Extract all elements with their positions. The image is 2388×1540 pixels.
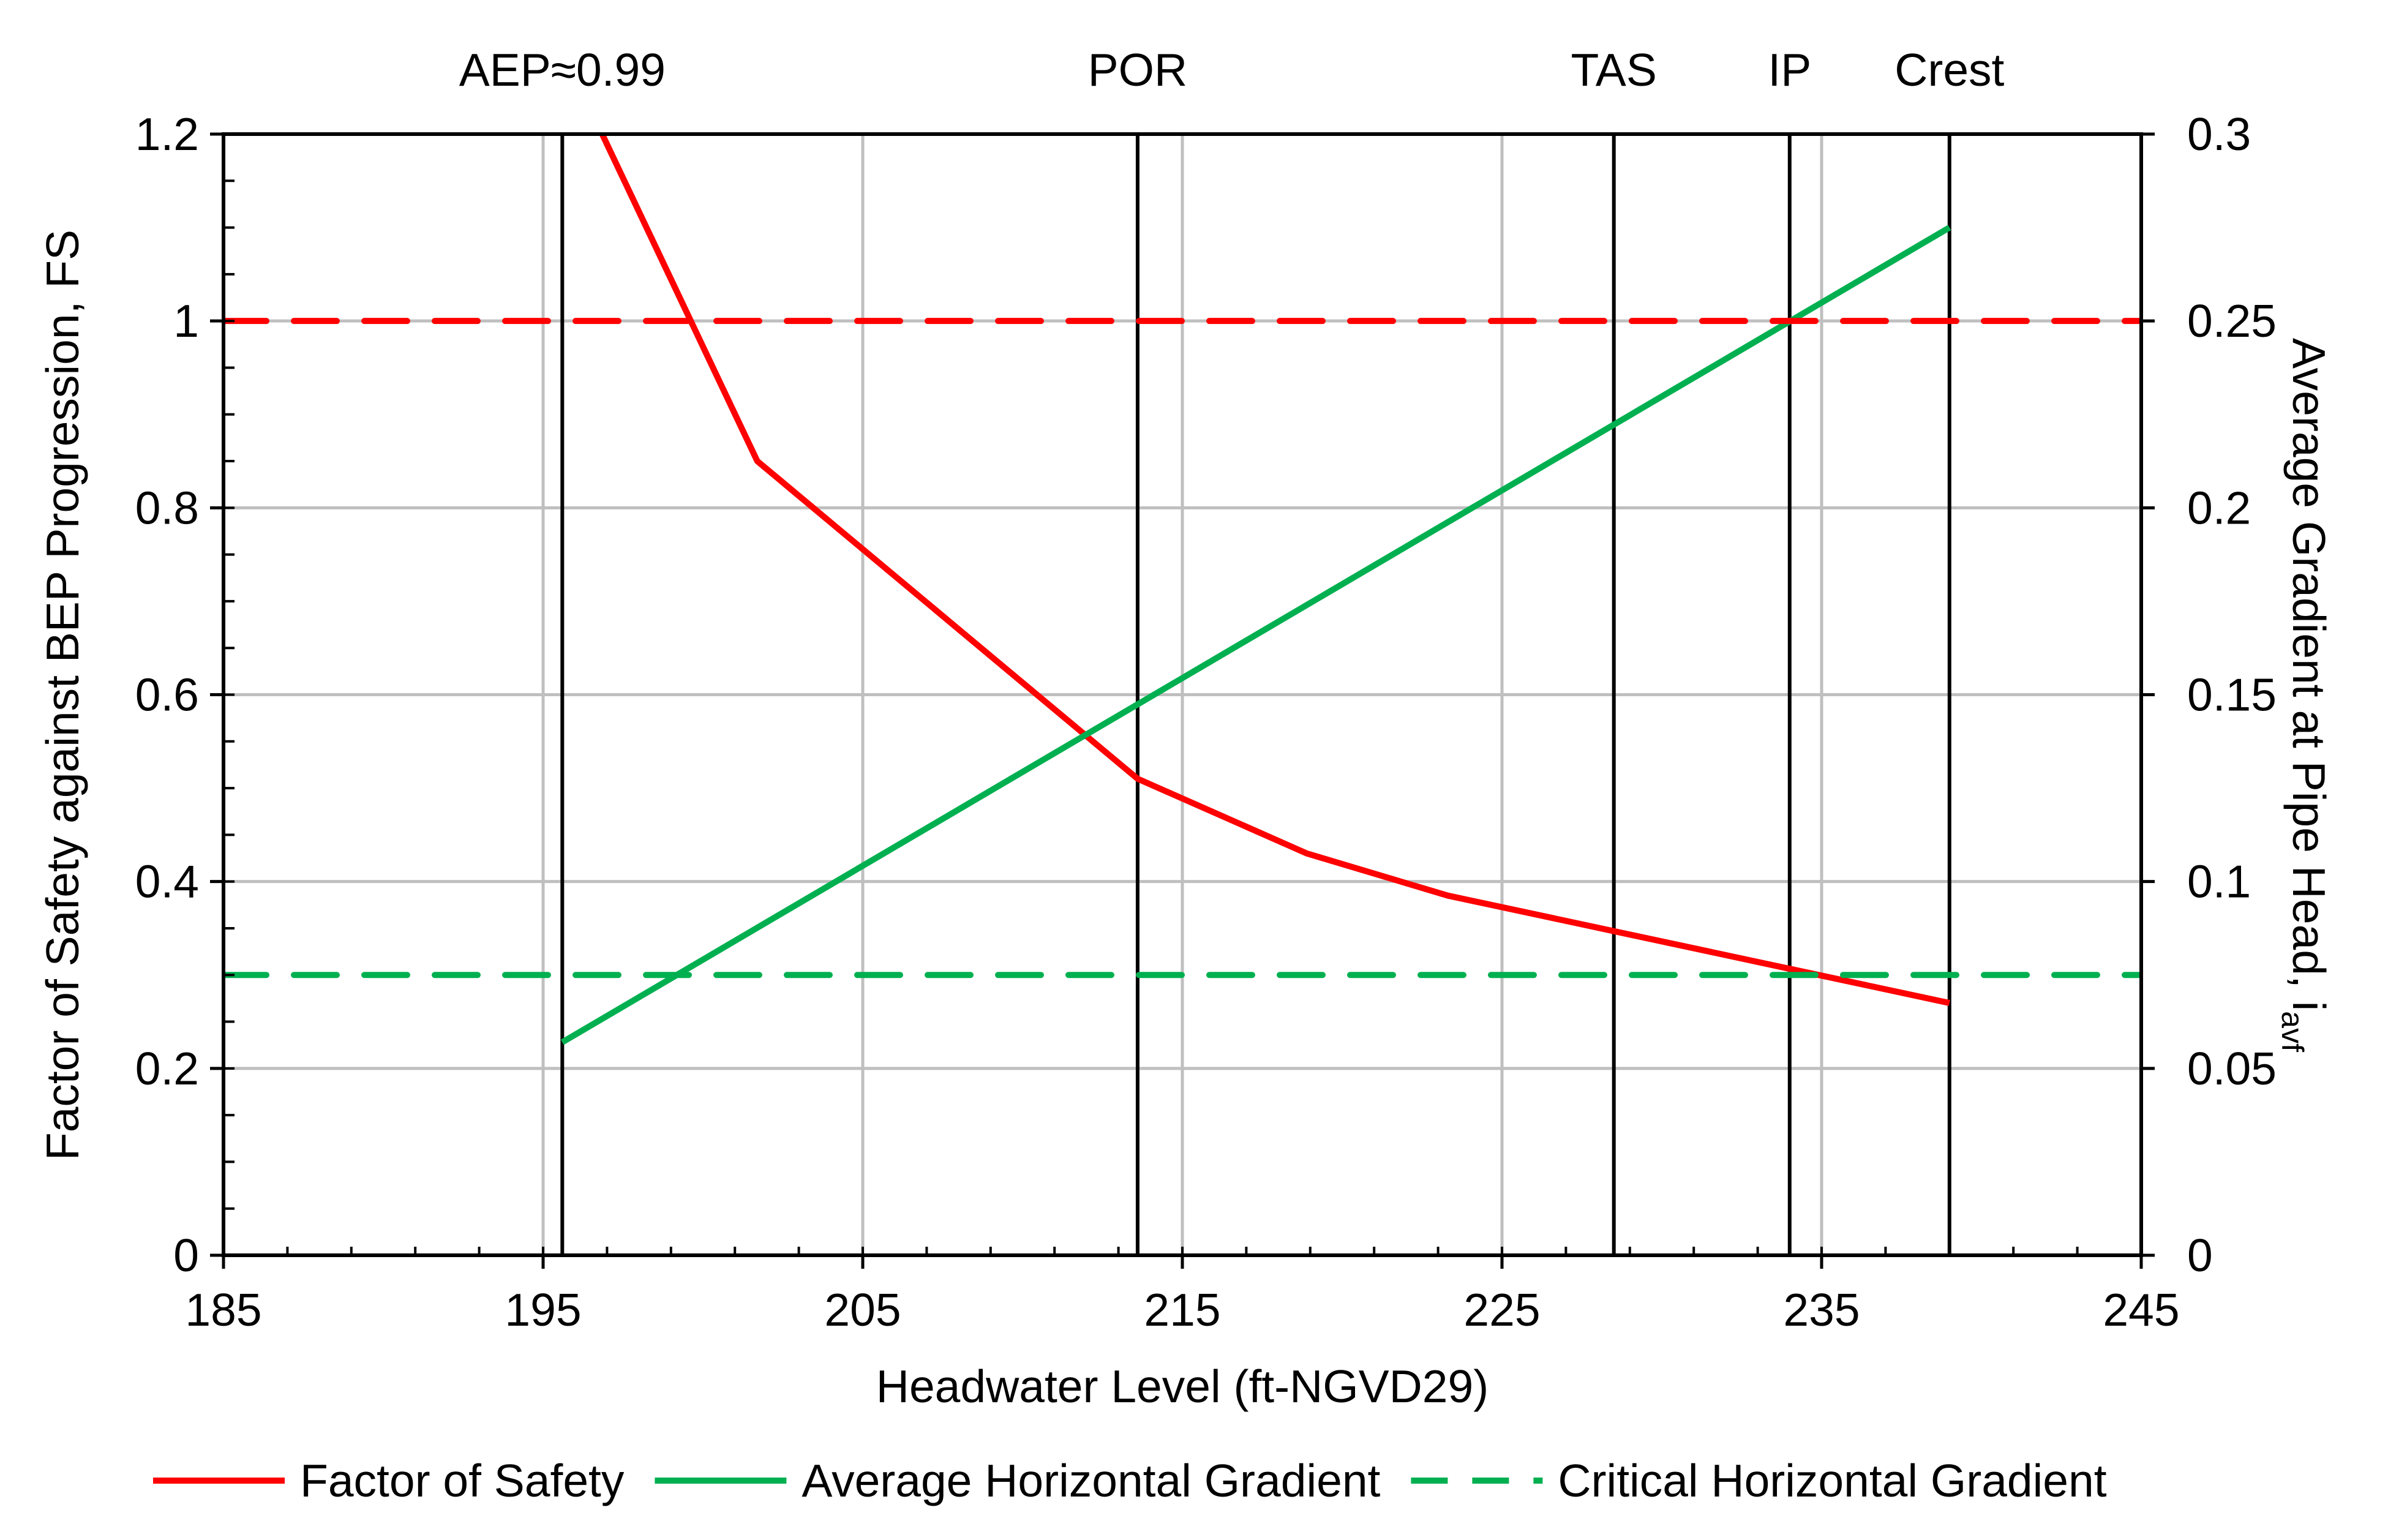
series — [223, 134, 2141, 1045]
legend-label: Average Horizontal Gradient — [802, 1455, 1380, 1506]
x-tick-label: 205 — [824, 1284, 901, 1335]
reference-line-label: POR — [1088, 44, 1188, 96]
x-tick-label: 235 — [1783, 1284, 1860, 1335]
x-tick-label: 215 — [1144, 1284, 1220, 1335]
x-tick-label: 245 — [2103, 1284, 2179, 1335]
y-tick-label: 0.6 — [135, 669, 199, 721]
series-line — [560, 225, 1951, 1045]
grid — [222, 132, 2143, 1257]
x-tick-label: 195 — [505, 1284, 581, 1335]
series-line — [598, 134, 1950, 1006]
reference-line-label: AEP≈0.99 — [459, 44, 666, 96]
legend: Factor of Safety Average Horizontal Gradi… — [153, 1455, 2107, 1506]
reference-line-label: IP — [1768, 44, 1811, 96]
y-tick-label: 1 — [173, 295, 199, 347]
y2-tick-label: 0 — [2187, 1230, 2213, 1281]
y-tick-label: 0.2 — [135, 1043, 199, 1094]
x-axis-label: Headwater Level (ft-NGVD29) — [876, 1361, 1489, 1412]
y-axis-label: Factor of Safety against BEP Progression… — [37, 230, 88, 1160]
y2-tick-label: 0.05 — [2187, 1043, 2277, 1094]
reference-line-label: TAS — [1571, 44, 1657, 96]
y-tick-label: 0.4 — [135, 856, 199, 907]
reference-line-label: Crest — [1894, 44, 2004, 96]
y2-tick-label: 0.1 — [2187, 856, 2251, 907]
y-tick-label: 1.2 — [135, 108, 199, 160]
x-tick-label: 185 — [185, 1284, 261, 1335]
y2-tick-label: 0.3 — [2187, 108, 2251, 160]
y2-axis-label: Average Gradient at Pipe Head, iavf — [2275, 338, 2335, 1052]
y2-tick-label: 0.15 — [2187, 669, 2277, 721]
y-tick-label: 0 — [173, 1230, 199, 1281]
axes: 185 195 205 215 225 235 24500.20.40.60.811.200… — [135, 108, 2277, 1335]
x-tick-label: 225 — [1463, 1284, 1540, 1335]
y-tick-label: 0.8 — [135, 482, 199, 533]
legend-label: Critical Horizontal Gradient — [1558, 1455, 2106, 1506]
y2-tick-label: 0.2 — [2187, 482, 2251, 533]
plot-frame — [222, 132, 2143, 1257]
legend-label: Factor of Safety — [300, 1455, 625, 1506]
y2-tick-label: 0.25 — [2187, 295, 2277, 347]
